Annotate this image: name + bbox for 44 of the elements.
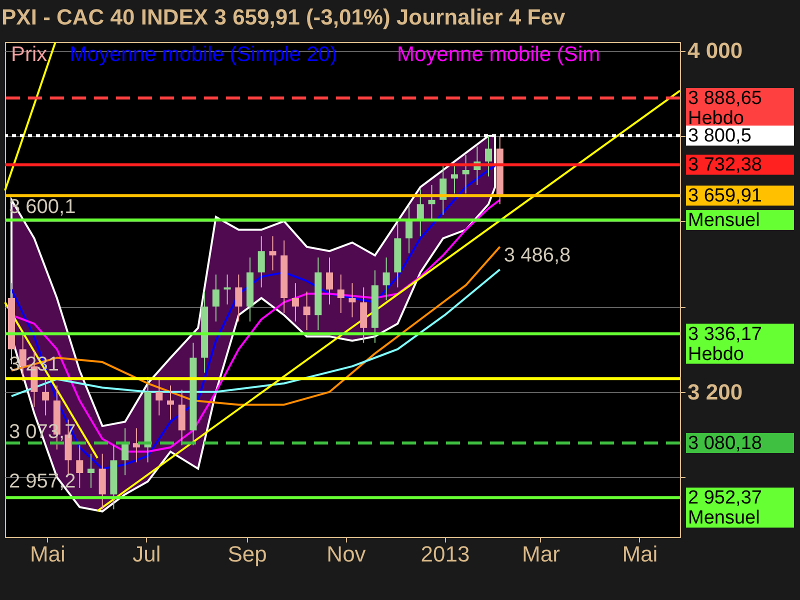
candlestick bbox=[258, 236, 265, 288]
y-tick-label: 3 200 bbox=[688, 379, 743, 404]
candlestick bbox=[224, 274, 231, 305]
candlestick bbox=[406, 206, 413, 254]
x-tick-label: Nov bbox=[326, 542, 366, 566]
x-tick-label: 2013 bbox=[420, 542, 470, 566]
candlestick bbox=[292, 282, 299, 322]
x-tick-label: Sep bbox=[228, 542, 267, 566]
text: Prix bbox=[11, 43, 48, 66]
candlestick bbox=[382, 256, 390, 301]
candlestick bbox=[132, 428, 140, 463]
x-tick-label: Mai bbox=[622, 542, 658, 566]
y-tick-label: 4 000 bbox=[688, 38, 743, 64]
candlestick bbox=[337, 274, 344, 314]
candlestick bbox=[235, 274, 242, 322]
text: Moyenne mobile (Sim bbox=[397, 43, 600, 66]
candlestick bbox=[303, 291, 310, 331]
ref-line-label: 3 336,17 Hebdo bbox=[688, 324, 762, 365]
candlestick bbox=[462, 154, 470, 194]
candlestick bbox=[122, 428, 129, 476]
ref-line-label: 3 659,91 bbox=[688, 186, 762, 207]
candlestick bbox=[326, 256, 334, 305]
ref-line-label: 3 732,38 bbox=[688, 154, 762, 176]
candlestick bbox=[428, 184, 436, 220]
ref-line-label: 2 952,37 Mensuel bbox=[688, 488, 762, 529]
candlestick bbox=[167, 385, 174, 420]
candlestick bbox=[450, 163, 458, 194]
candlestick bbox=[76, 444, 84, 488]
line-series bbox=[10, 246, 501, 406]
line-series bbox=[10, 268, 501, 398]
candlestick bbox=[269, 236, 276, 271]
x-tick-label: Mai bbox=[30, 542, 66, 566]
x-tick-label: Jul bbox=[132, 542, 161, 566]
ref-line-label: Mensuel bbox=[688, 210, 760, 231]
text: Moyenne mobile (Simple 20) bbox=[70, 43, 338, 66]
chart-title: PXI - CAC 40 INDEX 3 659,91 (-3,01%) Journalier 4 Fev bbox=[2, 4, 566, 30]
candlestick bbox=[348, 282, 356, 318]
x-tick-label: Mar bbox=[522, 542, 560, 566]
ref-line-label: 3 080,18 bbox=[688, 433, 762, 454]
candlestick bbox=[212, 274, 220, 322]
candlestick bbox=[88, 453, 94, 488]
line-series bbox=[10, 164, 496, 470]
candlestick bbox=[485, 135, 492, 177]
annotation: 3 486,8 bbox=[504, 244, 571, 267]
